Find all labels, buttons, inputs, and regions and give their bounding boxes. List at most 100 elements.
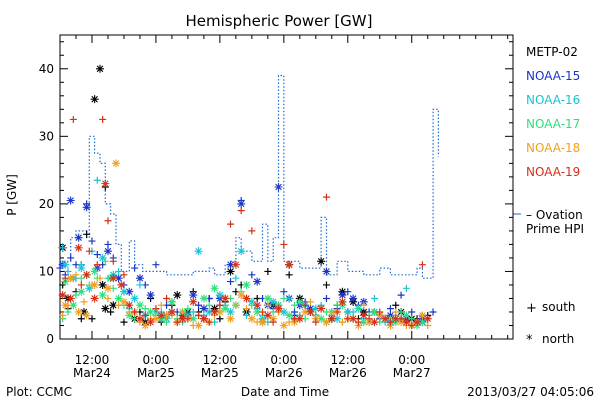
noaa-19-south-point	[312, 318, 320, 326]
noaa-16-north-point	[237, 247, 246, 256]
noaa-19-north-point	[327, 314, 336, 323]
noaa-16-south-point	[136, 281, 144, 289]
noaa-17-south-point	[354, 305, 362, 313]
noaa-16-south-point	[232, 274, 240, 282]
y-axis-label: P [GW]	[5, 174, 19, 216]
noaa-16-south-point	[64, 267, 72, 275]
noaa-17-north-point	[402, 311, 411, 320]
noaa-17-north-point	[189, 314, 198, 323]
noaa-17-south-point	[163, 318, 171, 326]
noaa-19-south-point	[163, 294, 171, 302]
noaa-16-north-point	[333, 314, 342, 323]
noaa-16-south-point	[59, 244, 67, 252]
metp-02-north-point	[173, 291, 182, 300]
legend-entry-noaa-18: NOAA-18	[526, 141, 580, 155]
noaa-19-south-point	[322, 193, 330, 201]
north-marker-label: north	[542, 332, 574, 346]
noaa-18-south-point	[96, 274, 104, 282]
noaa-18-south-point	[157, 301, 165, 309]
noaa-16-north-point	[77, 264, 86, 273]
noaa-19-south-point	[120, 271, 128, 279]
noaa-18-north-point	[82, 311, 91, 320]
noaa-16-north-point	[343, 307, 352, 316]
noaa-19-north-point	[125, 301, 134, 310]
noaa-15-north-point	[74, 233, 83, 242]
metp-02-north-point	[317, 257, 326, 266]
noaa-19-north-point	[90, 294, 99, 303]
noaa-16-north-point	[98, 253, 107, 262]
noaa-19-north-point	[66, 294, 75, 303]
noaa-15-north-point	[349, 294, 358, 303]
noaa-17-north-point	[90, 267, 99, 276]
noaa-17-north-point	[77, 287, 86, 296]
noaa-18-south-point	[243, 305, 251, 313]
noaa-18-north-point	[247, 314, 256, 323]
noaa-15-north-point	[125, 287, 134, 296]
noaa-18-south-point	[59, 311, 67, 319]
ovation-legend-line1: – Ovation	[526, 208, 583, 222]
noaa-17-north-point	[359, 318, 368, 327]
noaa-19-south-point	[376, 308, 384, 316]
plot-axes: 01020304012:00Mar240:00Mar2512:00Mar250:…	[39, 34, 514, 380]
noaa-15-south-point	[195, 301, 203, 309]
metp-02-north-point	[98, 280, 107, 289]
metp-02-south-point	[107, 308, 115, 316]
noaa-15-south-point	[248, 271, 256, 279]
noaa-19-south-point	[195, 311, 203, 319]
metp-02-north-point	[226, 267, 235, 276]
noaa-19-south-point	[365, 315, 373, 323]
noaa-17-south-point	[77, 274, 85, 282]
x-tick-time: 12:00	[75, 353, 110, 367]
noaa-15-north-point	[189, 291, 198, 300]
noaa-15-north-point	[322, 267, 331, 276]
noaa-18-north-point	[194, 321, 203, 330]
noaa-19-south-point	[131, 308, 139, 316]
noaa-15-north-point	[66, 196, 75, 205]
noaa-19-north-point	[221, 294, 230, 303]
noaa-16-north-point	[194, 247, 203, 256]
noaa-18-north-point	[111, 159, 120, 168]
noaa-17-south-point	[280, 294, 288, 302]
plot-timestamp: 2013/03/27 04:05:06	[467, 385, 594, 399]
noaa-18-south-point	[392, 308, 400, 316]
noaa-15-south-point	[93, 251, 101, 259]
noaa-15-south-point	[397, 291, 405, 299]
noaa-18-south-point	[179, 308, 187, 316]
noaa-17-north-point	[295, 297, 304, 306]
legend-entry-metp-02: METP-02	[526, 45, 578, 59]
noaa-17-north-point	[114, 294, 123, 303]
noaa-19-south-point	[280, 240, 288, 248]
noaa-17-north-point	[135, 301, 144, 310]
noaa-16-north-point	[226, 307, 235, 316]
noaa-19-north-point	[109, 274, 118, 283]
noaa-17-north-point	[221, 304, 230, 313]
noaa-19-north-point	[58, 291, 67, 300]
noaa-15-south-point	[429, 308, 437, 316]
legend-entry-noaa-15: NOAA-15	[526, 69, 580, 83]
plot-frame	[59, 34, 514, 340]
noaa-17-north-point	[69, 301, 78, 310]
noaa-19-north-point	[381, 314, 390, 323]
noaa-19-south-point	[99, 115, 107, 123]
north-marker-symbol: *	[526, 333, 533, 348]
noaa-19-north-point	[391, 314, 400, 323]
noaa-18-north-point	[322, 318, 331, 327]
noaa-15-south-point	[408, 308, 416, 316]
x-tick-time: 12:00	[203, 353, 238, 367]
noaa-15-north-point	[114, 274, 123, 283]
noaa-15-south-point	[104, 240, 112, 248]
x-tick-date: Mar24	[73, 366, 111, 380]
noaa-19-north-point	[317, 304, 326, 313]
plot-area	[56, 64, 439, 330]
noaa-19-south-point	[259, 308, 267, 316]
noaa-18-north-point	[61, 301, 70, 310]
noaa-19-north-point	[135, 314, 144, 323]
noaa-19-north-point	[253, 301, 262, 310]
noaa-18-north-point	[119, 297, 128, 306]
ovation-hpi-line	[60, 74, 439, 279]
noaa-15-south-point	[344, 288, 352, 296]
noaa-15-south-point	[322, 294, 330, 302]
noaa-17-north-point	[253, 307, 262, 316]
x-tick-time: 12:00	[330, 353, 365, 367]
